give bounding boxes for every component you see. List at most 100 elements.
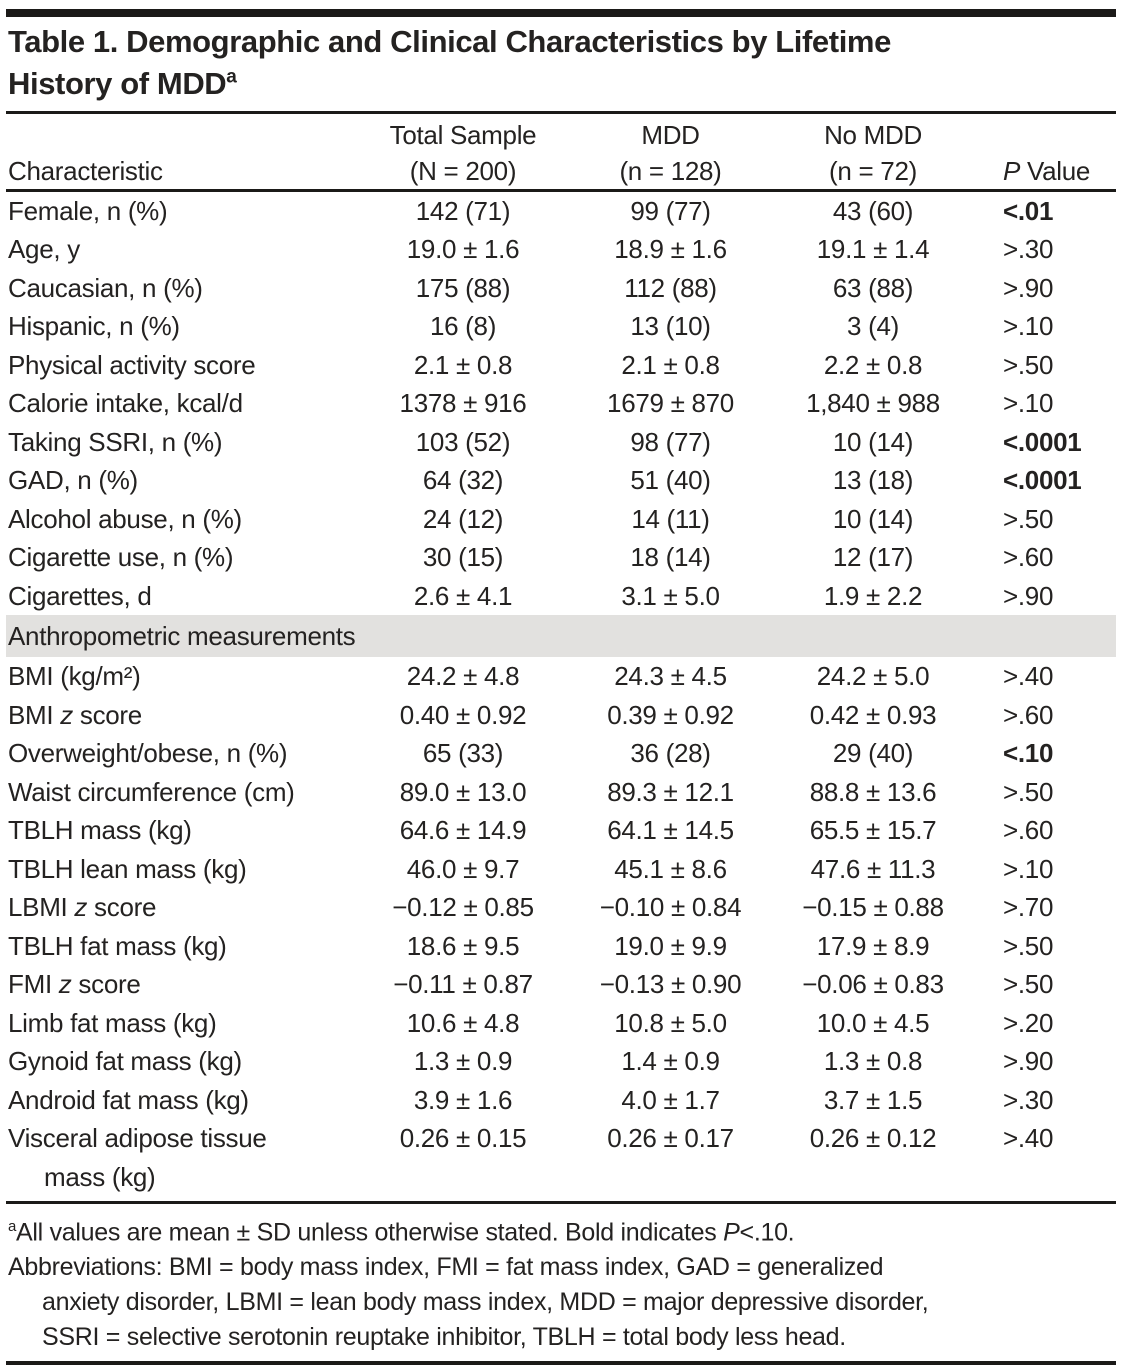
row-label: Cigarettes, d — [8, 580, 152, 611]
table-row: LBMI z score −0.12 ± 0.85 −0.10 ± 0.84 −… — [6, 888, 1116, 927]
p-value: >.50 — [1003, 930, 1054, 961]
mdd-value: 98 (77) — [630, 426, 711, 457]
total-sample-value: 10.6 ± 4.8 — [406, 1007, 520, 1038]
mdd-value: 0.39 ± 0.92 — [607, 699, 734, 730]
mdd-value: 99 (77) — [630, 195, 711, 226]
footnote-abbreviations-line1: Abbreviations: BMI = body mass index, FM… — [8, 1253, 884, 1282]
row-label: TBLH fat mass (kg) — [8, 930, 227, 961]
top-rule — [6, 9, 1116, 17]
table-row: Cigarette use, n (%) 30 (15) 18 (14) 12 … — [6, 538, 1116, 577]
total-sample-value: −0.11 ± 0.87 — [393, 969, 533, 999]
col-header-no-mdd: No MDD (n = 72) — [753, 117, 993, 189]
total-sample-value: 89.0 ± 13.0 — [399, 776, 527, 807]
total-sample-value: 64.6 ± 14.9 — [399, 815, 527, 845]
p-value: >.50 — [1003, 776, 1054, 807]
total-sample-value: −0.12 ± 0.85 — [392, 892, 534, 922]
section-header-anthropometric: Anthropometric measurements — [6, 615, 1116, 657]
footnote-abbreviations-line2: anxiety disorder, LBMI = lean body mass … — [42, 1288, 929, 1317]
table-row: Female, n (%) 142 (71) 99 (77) 43 (60) <… — [6, 192, 1116, 231]
table-row: Physical activity score 2.1 ± 0.8 2.1 ± … — [6, 346, 1116, 385]
mdd-value: 13 (10) — [630, 311, 711, 341]
col-header-p-value: P Value — [1003, 156, 1091, 186]
table-row: Gynoid fat mass (kg) 1.3 ± 0.9 1.4 ± 0.9… — [6, 1042, 1116, 1081]
no-mdd-value: 3 (4) — [847, 311, 899, 341]
total-sample-value: 64 (32) — [422, 465, 504, 495]
no-mdd-value: 19.1 ± 1.4 — [816, 234, 930, 264]
p-value: <.0001 — [1003, 426, 1082, 457]
row-label: Alcohol abuse, n (%) — [8, 503, 242, 534]
table-row: Age, y 19.0 ± 1.6 18.9 ± 1.6 19.1 ± 1.4 … — [6, 230, 1116, 269]
no-mdd-value: −0.15 ± 0.88 — [802, 892, 944, 922]
no-mdd-value: 10.0 ± 4.5 — [816, 1007, 930, 1038]
total-sample-value: 30 (15) — [422, 542, 504, 572]
row-label: Taking SSRI, n (%) — [8, 426, 223, 457]
col-header-mdd-line1: MDD — [641, 120, 700, 150]
total-sample-value: 46.0 ± 9.7 — [406, 853, 520, 884]
row-label: Waist circumference (cm) — [8, 776, 295, 807]
mdd-value: 0.26 ± 0.17 — [607, 1123, 734, 1153]
mdd-value: 18 (14) — [630, 542, 711, 572]
no-mdd-value: 13 (18) — [832, 465, 914, 495]
p-value: >.70 — [1003, 892, 1054, 922]
footnote-abbreviations-line3: SSRI = selective serotonin reuptake inhi… — [42, 1323, 846, 1352]
total-sample-value: 16 (8) — [429, 311, 497, 341]
table-row: Waist circumference (cm) 89.0 ± 13.0 89.… — [6, 773, 1116, 812]
p-value: >.90 — [1003, 580, 1054, 611]
no-mdd-value: −0.06 ± 0.83 — [802, 969, 944, 999]
col-header-characteristic: Characteristic — [8, 156, 163, 186]
total-sample-value: 2.1 ± 0.8 — [413, 349, 513, 380]
row-label: Caucasian, n (%) — [8, 272, 203, 303]
title-line2: History of MDD — [8, 66, 227, 101]
total-sample-value: 18.6 ± 9.5 — [406, 930, 520, 961]
mdd-value: 19.0 ± 9.9 — [614, 930, 727, 961]
no-mdd-value: 47.6 ± 11.3 — [810, 853, 936, 884]
footnotes: aAll values are mean ± SD unless otherwi… — [6, 1204, 1116, 1357]
p-value: <.0001 — [1003, 465, 1082, 495]
no-mdd-value: 1,840 ± 988 — [806, 388, 940, 418]
total-sample-value: 0.40 ± 0.92 — [399, 699, 527, 730]
mdd-value: 1.4 ± 0.9 — [621, 1046, 720, 1076]
header-divider — [6, 189, 1116, 192]
row-label: Gynoid fat mass (kg) — [8, 1046, 242, 1076]
no-mdd-value: 1.9 ± 2.2 — [823, 580, 923, 611]
table-row: Alcohol abuse, n (%) 24 (12) 14 (11) 10 … — [6, 500, 1116, 539]
row-label: BMI z score — [8, 699, 142, 730]
p-value: >.50 — [1003, 503, 1054, 534]
table-row: Android fat mass (kg) 3.9 ± 1.6 4.0 ± 1.… — [6, 1081, 1116, 1120]
row-label: Hispanic, n (%) — [8, 311, 180, 341]
no-mdd-value: 1.3 ± 0.8 — [823, 1046, 923, 1076]
table-figure: Table 1. Demographic and Clinical Charac… — [0, 9, 1122, 1365]
col-header-total-sample: Total Sample (N = 200) — [338, 117, 588, 189]
total-sample-value: 142 (71) — [415, 195, 511, 226]
table-body-demographic: Female, n (%) 142 (71) 99 (77) 43 (60) <… — [6, 192, 1116, 616]
p-value: >.90 — [1003, 1046, 1054, 1076]
footnote-divider — [6, 1201, 1116, 1204]
col-header-total-sample-line1: Total Sample — [389, 120, 537, 150]
row-label: Overweight/obese, n (%) — [8, 738, 288, 768]
total-sample-value: 1378 ± 916 — [399, 388, 527, 418]
total-sample-value: 3.9 ± 1.6 — [413, 1084, 513, 1115]
row-label: Female, n (%) — [8, 195, 168, 226]
table-row: Caucasian, n (%) 175 (88) 112 (88) 63 (8… — [6, 269, 1116, 308]
row-label: Limb fat mass (kg) — [8, 1007, 217, 1038]
row-label: Physical activity score — [8, 349, 256, 380]
total-sample-value: 175 (88) — [415, 272, 511, 303]
p-value: >.60 — [1003, 542, 1054, 572]
table-title: Table 1. Demographic and Clinical Charac… — [6, 17, 1116, 111]
bottom-rule — [6, 1361, 1116, 1365]
table-row: Overweight/obese, n (%) 65 (33) 36 (28) … — [6, 734, 1116, 773]
p-value: >.20 — [1003, 1007, 1054, 1038]
p-value: >.10 — [1003, 853, 1054, 884]
col-header-mdd: MDD (n = 128) — [588, 117, 753, 189]
mdd-value: 51 (40) — [630, 465, 711, 495]
row-label: Android fat mass (kg) — [8, 1084, 249, 1115]
total-sample-value: 24.2 ± 4.8 — [406, 661, 520, 691]
table-header: Characteristic Total Sample (N = 200) MD… — [6, 114, 1116, 189]
mdd-value: −0.13 ± 0.90 — [599, 969, 742, 999]
p-value: >.60 — [1003, 815, 1054, 845]
no-mdd-value: 3.7 ± 1.5 — [823, 1084, 923, 1115]
row-label-line2: mass (kg) — [44, 1161, 156, 1192]
total-sample-value: 0.26 ± 0.15 — [399, 1123, 527, 1153]
table-body-anthropometric: BMI (kg/m²) 24.2 ± 4.8 24.3 ± 4.5 24.2 ±… — [6, 657, 1116, 1196]
row-label: GAD, n (%) — [8, 465, 138, 495]
